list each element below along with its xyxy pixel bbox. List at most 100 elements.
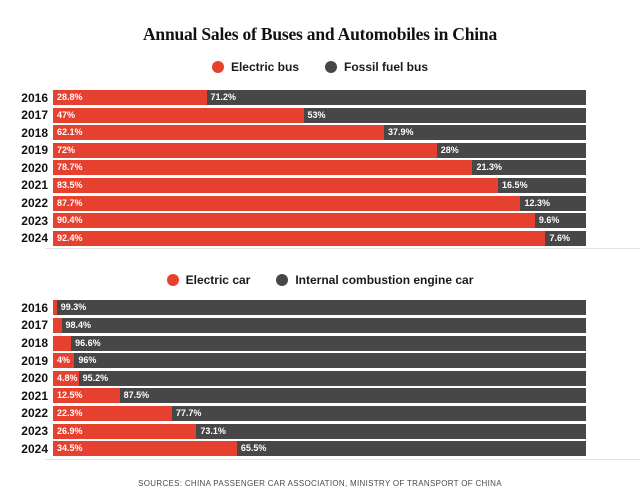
segment-value-label: 90.4% bbox=[57, 215, 83, 226]
year-label: 2022 bbox=[21, 196, 48, 211]
year-label: 2016 bbox=[21, 300, 48, 315]
year-label: 2017 bbox=[21, 318, 48, 333]
stacked-bar: 78.7% 21.3% bbox=[53, 160, 586, 176]
year-label: 2017 bbox=[21, 108, 48, 123]
segment-value-label: 96.6% bbox=[75, 337, 101, 348]
ice-car-dot-icon bbox=[276, 274, 289, 287]
segment-value-label: 77.7% bbox=[175, 407, 202, 418]
segment-value-label: 73.1% bbox=[200, 425, 226, 436]
bar-row-2023: 2023 26.9% 73.1% bbox=[8, 423, 586, 439]
stacked-bar: 47% 53% bbox=[53, 107, 586, 123]
bar-row-2016: 2016 28.8% 71.2% bbox=[8, 90, 586, 105]
car-chart-baseline bbox=[45, 458, 640, 460]
legend-item-fossil-bus: Fossil fuel bus bbox=[325, 60, 428, 74]
segment-value-label: 83.5% bbox=[57, 179, 83, 190]
stacked-bar: 90.4% 9.6% bbox=[53, 213, 586, 229]
sources-note: SOURCES: CHINA PASSENGER CAR ASSOCIATION… bbox=[138, 478, 502, 488]
segment-value-label: 96% bbox=[78, 355, 97, 366]
segment-value-label: 4% bbox=[57, 355, 71, 366]
stacked-bar: 34.5% 65.5% bbox=[53, 441, 586, 457]
segment-value-label: 37.9% bbox=[387, 127, 414, 138]
legend-label-electric-car: Electric car bbox=[185, 273, 251, 288]
segment-value-label: 34.5% bbox=[57, 443, 83, 454]
year-label: 2024 bbox=[21, 441, 48, 456]
year-label: 2021 bbox=[21, 388, 48, 403]
electric-segment: 34.5% bbox=[53, 441, 237, 457]
bar-row-2023: 2023 90.4% 9.6% bbox=[8, 213, 586, 229]
conventional-segment: 99.3% bbox=[56, 300, 586, 316]
bar-row-2024: 2024 34.5% 65.5% bbox=[8, 441, 586, 457]
page-title: Annual Sales of Buses and Automobiles in… bbox=[142, 24, 498, 44]
segment-value-label: 28% bbox=[440, 144, 459, 155]
bar-row-2018: 2018 62.1% 37.9% bbox=[8, 125, 586, 141]
electric-segment: 90.4% bbox=[53, 213, 535, 229]
bar-row-2018: 2018 96.6% bbox=[8, 335, 586, 351]
conventional-segment: 96% bbox=[74, 353, 586, 369]
electric-segment: 22.3% bbox=[53, 405, 172, 421]
year-label: 2018 bbox=[21, 125, 48, 140]
segment-value-label: 22.3% bbox=[57, 407, 83, 418]
bar-row-2019: 2019 4% 96% bbox=[8, 353, 586, 369]
electric-segment: 92.4% bbox=[53, 230, 546, 246]
stacked-bar: 98.4% bbox=[53, 317, 586, 333]
bar-row-2017: 2017 47% 53% bbox=[8, 107, 586, 123]
year-label: 2019 bbox=[21, 143, 48, 158]
electric-segment: 62.1% bbox=[53, 125, 384, 141]
electric-segment: 4% bbox=[53, 353, 75, 369]
electric-segment: 4.8% bbox=[53, 370, 79, 386]
electric-segment: 47% bbox=[53, 107, 304, 123]
stacked-bar: 26.9% 73.1% bbox=[53, 423, 586, 439]
stacked-bar: 92.4% 7.6% bbox=[53, 230, 586, 246]
year-label: 2021 bbox=[21, 178, 48, 193]
electric-bus-dot-icon bbox=[211, 61, 224, 73]
legend-bus: Electric bus Fossil fuel bus bbox=[0, 60, 640, 74]
conventional-segment: 71.2% bbox=[206, 90, 586, 105]
electric-segment: 83.5% bbox=[53, 177, 499, 193]
conventional-segment: 73.1% bbox=[196, 423, 586, 439]
year-label: 2020 bbox=[21, 371, 48, 386]
electric-segment: 78.7% bbox=[53, 160, 473, 176]
conventional-segment: 16.5% bbox=[498, 177, 586, 193]
segment-value-label: 12.5% bbox=[57, 390, 83, 401]
bar-row-2022: 2022 22.3% 77.7% bbox=[8, 405, 586, 421]
segment-value-label: 26.9% bbox=[57, 425, 83, 436]
stacked-bar: 83.5% 16.5% bbox=[53, 177, 586, 193]
electric-segment: 87.7% bbox=[53, 195, 521, 211]
bus-sales-chart: 2016 28.8% 71.2% 2017 47% 53% 2018 62.1% 37.9% 20… bbox=[0, 90, 640, 246]
legend-item-electric-car: Electric car bbox=[166, 273, 251, 288]
year-label: 2018 bbox=[21, 336, 48, 351]
electric-segment bbox=[53, 335, 72, 351]
year-label: 2019 bbox=[21, 353, 48, 368]
legend-item-ice-car: Internal combustion engine car bbox=[276, 273, 473, 287]
segment-value-label: 87.7% bbox=[57, 197, 83, 208]
segment-value-label: 47% bbox=[57, 109, 76, 120]
conventional-segment: 28% bbox=[436, 142, 586, 158]
conventional-segment: 98.4% bbox=[61, 317, 586, 333]
segment-value-label: 71.2% bbox=[210, 92, 237, 102]
stacked-bar: 72% 28% bbox=[53, 142, 586, 158]
segment-value-label: 62.1% bbox=[57, 127, 83, 138]
stacked-bar: 99.3% bbox=[53, 300, 586, 316]
segment-value-label: 53% bbox=[307, 109, 326, 120]
conventional-segment: 7.6% bbox=[545, 230, 586, 246]
segment-value-label: 87.5% bbox=[123, 390, 150, 401]
bar-row-2019: 2019 72% 28% bbox=[8, 142, 586, 158]
stacked-bar: 22.3% 77.7% bbox=[53, 405, 586, 421]
bar-row-2024: 2024 92.4% 7.6% bbox=[8, 230, 586, 246]
legend-item-electric-bus: Electric bus bbox=[211, 60, 299, 74]
stacked-bar: 4.8% 95.2% bbox=[53, 370, 586, 386]
legend-label-electric-bus: Electric bus bbox=[230, 60, 299, 74]
conventional-segment: 87.5% bbox=[119, 388, 586, 404]
segment-value-label: 99.3% bbox=[60, 302, 87, 313]
segment-value-label: 7.6% bbox=[549, 232, 570, 243]
year-label: 2020 bbox=[21, 160, 48, 175]
segment-value-label: 92.4% bbox=[57, 232, 83, 243]
segment-value-label: 65.5% bbox=[240, 443, 267, 454]
legend-label-ice-car: Internal combustion engine car bbox=[295, 273, 474, 288]
segment-value-label: 9.6% bbox=[538, 215, 560, 226]
conventional-segment: 77.7% bbox=[171, 405, 586, 421]
stacked-bar: 62.1% 37.9% bbox=[53, 125, 586, 141]
bar-row-2017: 2017 98.4% bbox=[8, 317, 586, 333]
conventional-segment: 37.9% bbox=[383, 125, 586, 141]
bar-row-2022: 2022 87.7% 12.3% bbox=[8, 195, 586, 211]
